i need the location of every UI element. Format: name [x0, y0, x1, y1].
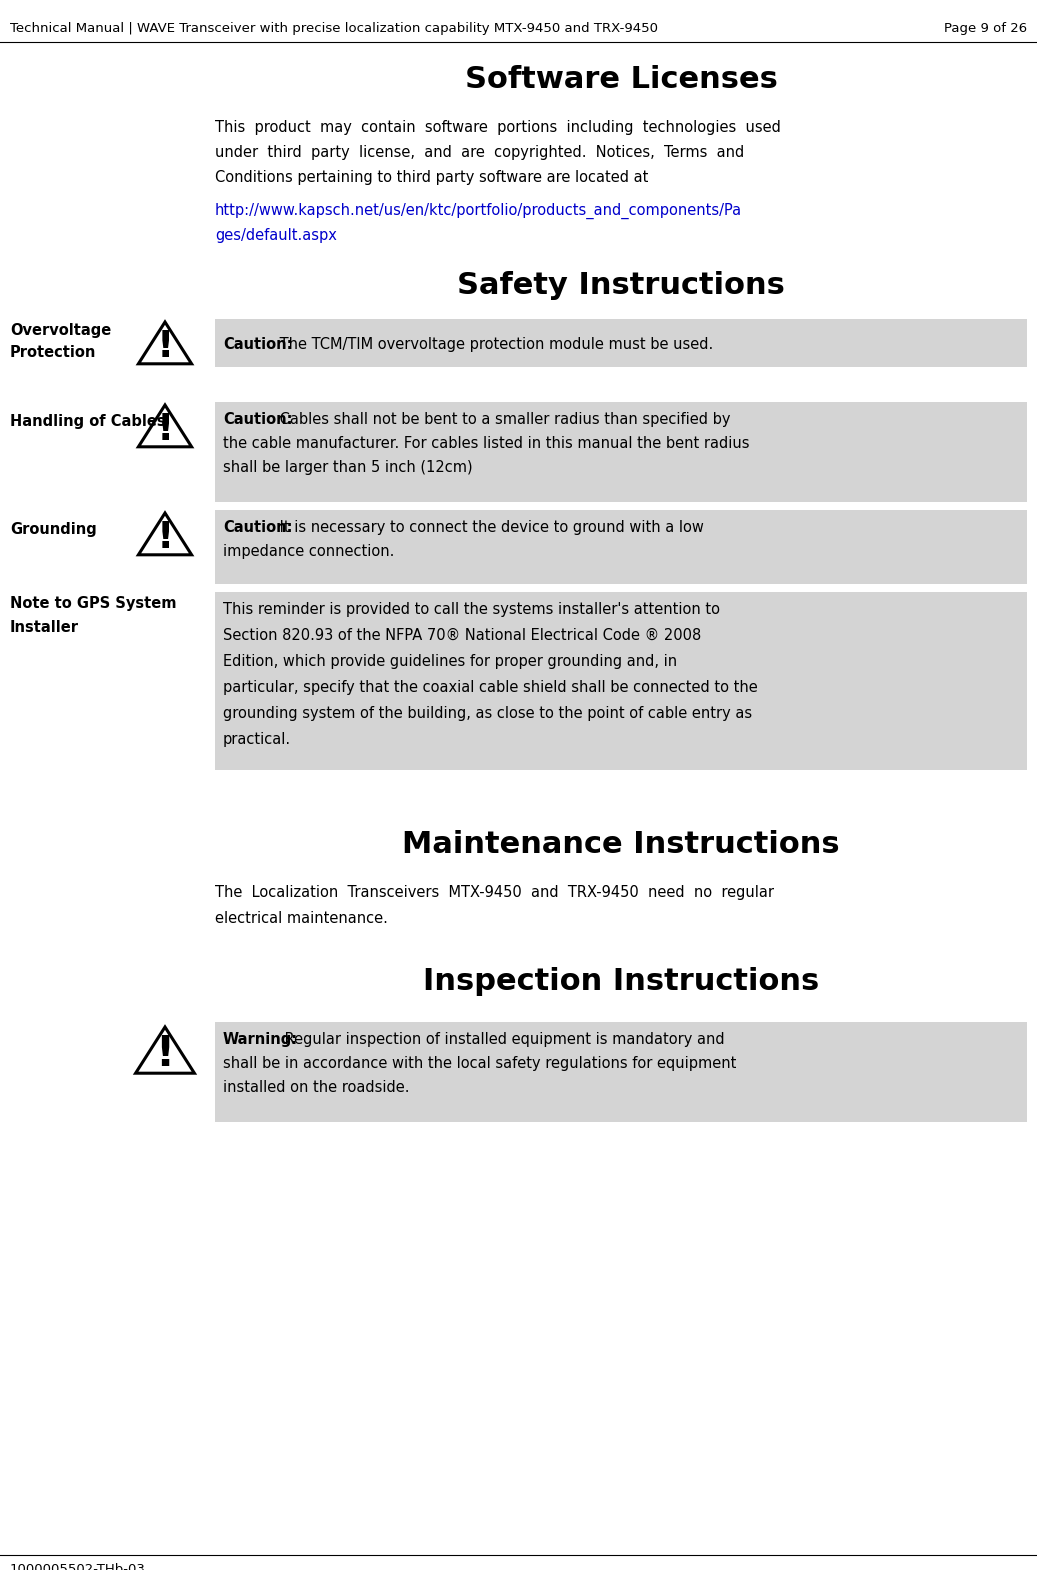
Text: The  Localization  Transceivers  MTX-9450  and  TRX-9450  need  no  regular: The Localization Transceivers MTX-9450 a…	[215, 885, 774, 900]
Text: Edition, which provide guidelines for proper grounding and, in: Edition, which provide guidelines for pr…	[223, 655, 677, 669]
Text: !: !	[157, 411, 173, 447]
Text: This reminder is provided to call the systems installer's attention to: This reminder is provided to call the sy…	[223, 601, 720, 617]
Text: impedance connection.: impedance connection.	[223, 543, 394, 559]
Text: Note to GPS System: Note to GPS System	[10, 597, 176, 611]
Text: Maintenance Instructions: Maintenance Instructions	[402, 831, 840, 859]
FancyBboxPatch shape	[215, 510, 1027, 584]
Text: 1000005502-THb-03: 1000005502-THb-03	[10, 1564, 146, 1570]
Text: !: !	[157, 520, 173, 556]
Text: Inspection Instructions: Inspection Instructions	[423, 967, 819, 995]
Text: http://www.kapsch.net/us/en/ktc/portfolio/products_and_components/Pa: http://www.kapsch.net/us/en/ktc/portfoli…	[215, 203, 742, 220]
Text: Overvoltage: Overvoltage	[10, 323, 111, 338]
Text: Handling of Cables: Handling of Cables	[10, 414, 166, 429]
Text: Safety Instructions: Safety Instructions	[457, 272, 785, 300]
Text: Cables shall not be bent to a smaller radius than specified by: Cables shall not be bent to a smaller ra…	[275, 411, 730, 427]
Text: It is necessary to connect the device to ground with a low: It is necessary to connect the device to…	[275, 520, 704, 535]
Text: practical.: practical.	[223, 732, 291, 747]
Text: Warning:: Warning:	[223, 1031, 298, 1047]
Text: grounding system of the building, as close to the point of cable entry as: grounding system of the building, as clo…	[223, 706, 752, 721]
Text: The TCM/TIM overvoltage protection module must be used.: The TCM/TIM overvoltage protection modul…	[275, 338, 713, 352]
Text: Software Licenses: Software Licenses	[465, 64, 778, 94]
FancyBboxPatch shape	[215, 1022, 1027, 1123]
Text: Section 820.93 of the NFPA 70® National Electrical Code ® 2008: Section 820.93 of the NFPA 70® National …	[223, 628, 701, 644]
FancyBboxPatch shape	[215, 592, 1027, 769]
Text: Page 9 of 26: Page 9 of 26	[944, 22, 1027, 35]
Text: Conditions pertaining to third party software are located at: Conditions pertaining to third party sof…	[215, 170, 648, 185]
Text: shall be in accordance with the local safety regulations for equipment: shall be in accordance with the local sa…	[223, 1057, 736, 1071]
Text: Caution:: Caution:	[223, 338, 292, 352]
Text: installed on the roadside.: installed on the roadside.	[223, 1080, 410, 1094]
Text: Protection: Protection	[10, 345, 96, 360]
FancyBboxPatch shape	[215, 402, 1027, 502]
Text: Technical Manual | WAVE Transceiver with precise localization capability MTX-945: Technical Manual | WAVE Transceiver with…	[10, 22, 658, 35]
Text: ges/default.aspx: ges/default.aspx	[215, 228, 337, 243]
Text: !: !	[156, 1033, 174, 1075]
Text: Grounding: Grounding	[10, 521, 96, 537]
Text: This  product  may  contain  software  portions  including  technologies  used: This product may contain software portio…	[215, 119, 781, 135]
Text: the cable manufacturer. For cables listed in this manual the bent radius: the cable manufacturer. For cables liste…	[223, 436, 750, 451]
Text: Installer: Installer	[10, 620, 79, 634]
Text: Caution:: Caution:	[223, 520, 292, 535]
Text: Caution:: Caution:	[223, 411, 292, 427]
Text: particular, specify that the coaxial cable shield shall be connected to the: particular, specify that the coaxial cab…	[223, 680, 758, 696]
Text: !: !	[157, 328, 173, 364]
Text: electrical maintenance.: electrical maintenance.	[215, 911, 388, 926]
Text: Regular inspection of installed equipment is mandatory and: Regular inspection of installed equipmen…	[280, 1031, 725, 1047]
Text: under  third  party  license,  and  are  copyrighted.  Notices,  Terms  and: under third party license, and are copyr…	[215, 144, 745, 160]
Text: shall be larger than 5 inch (12cm): shall be larger than 5 inch (12cm)	[223, 460, 473, 476]
FancyBboxPatch shape	[215, 319, 1027, 367]
